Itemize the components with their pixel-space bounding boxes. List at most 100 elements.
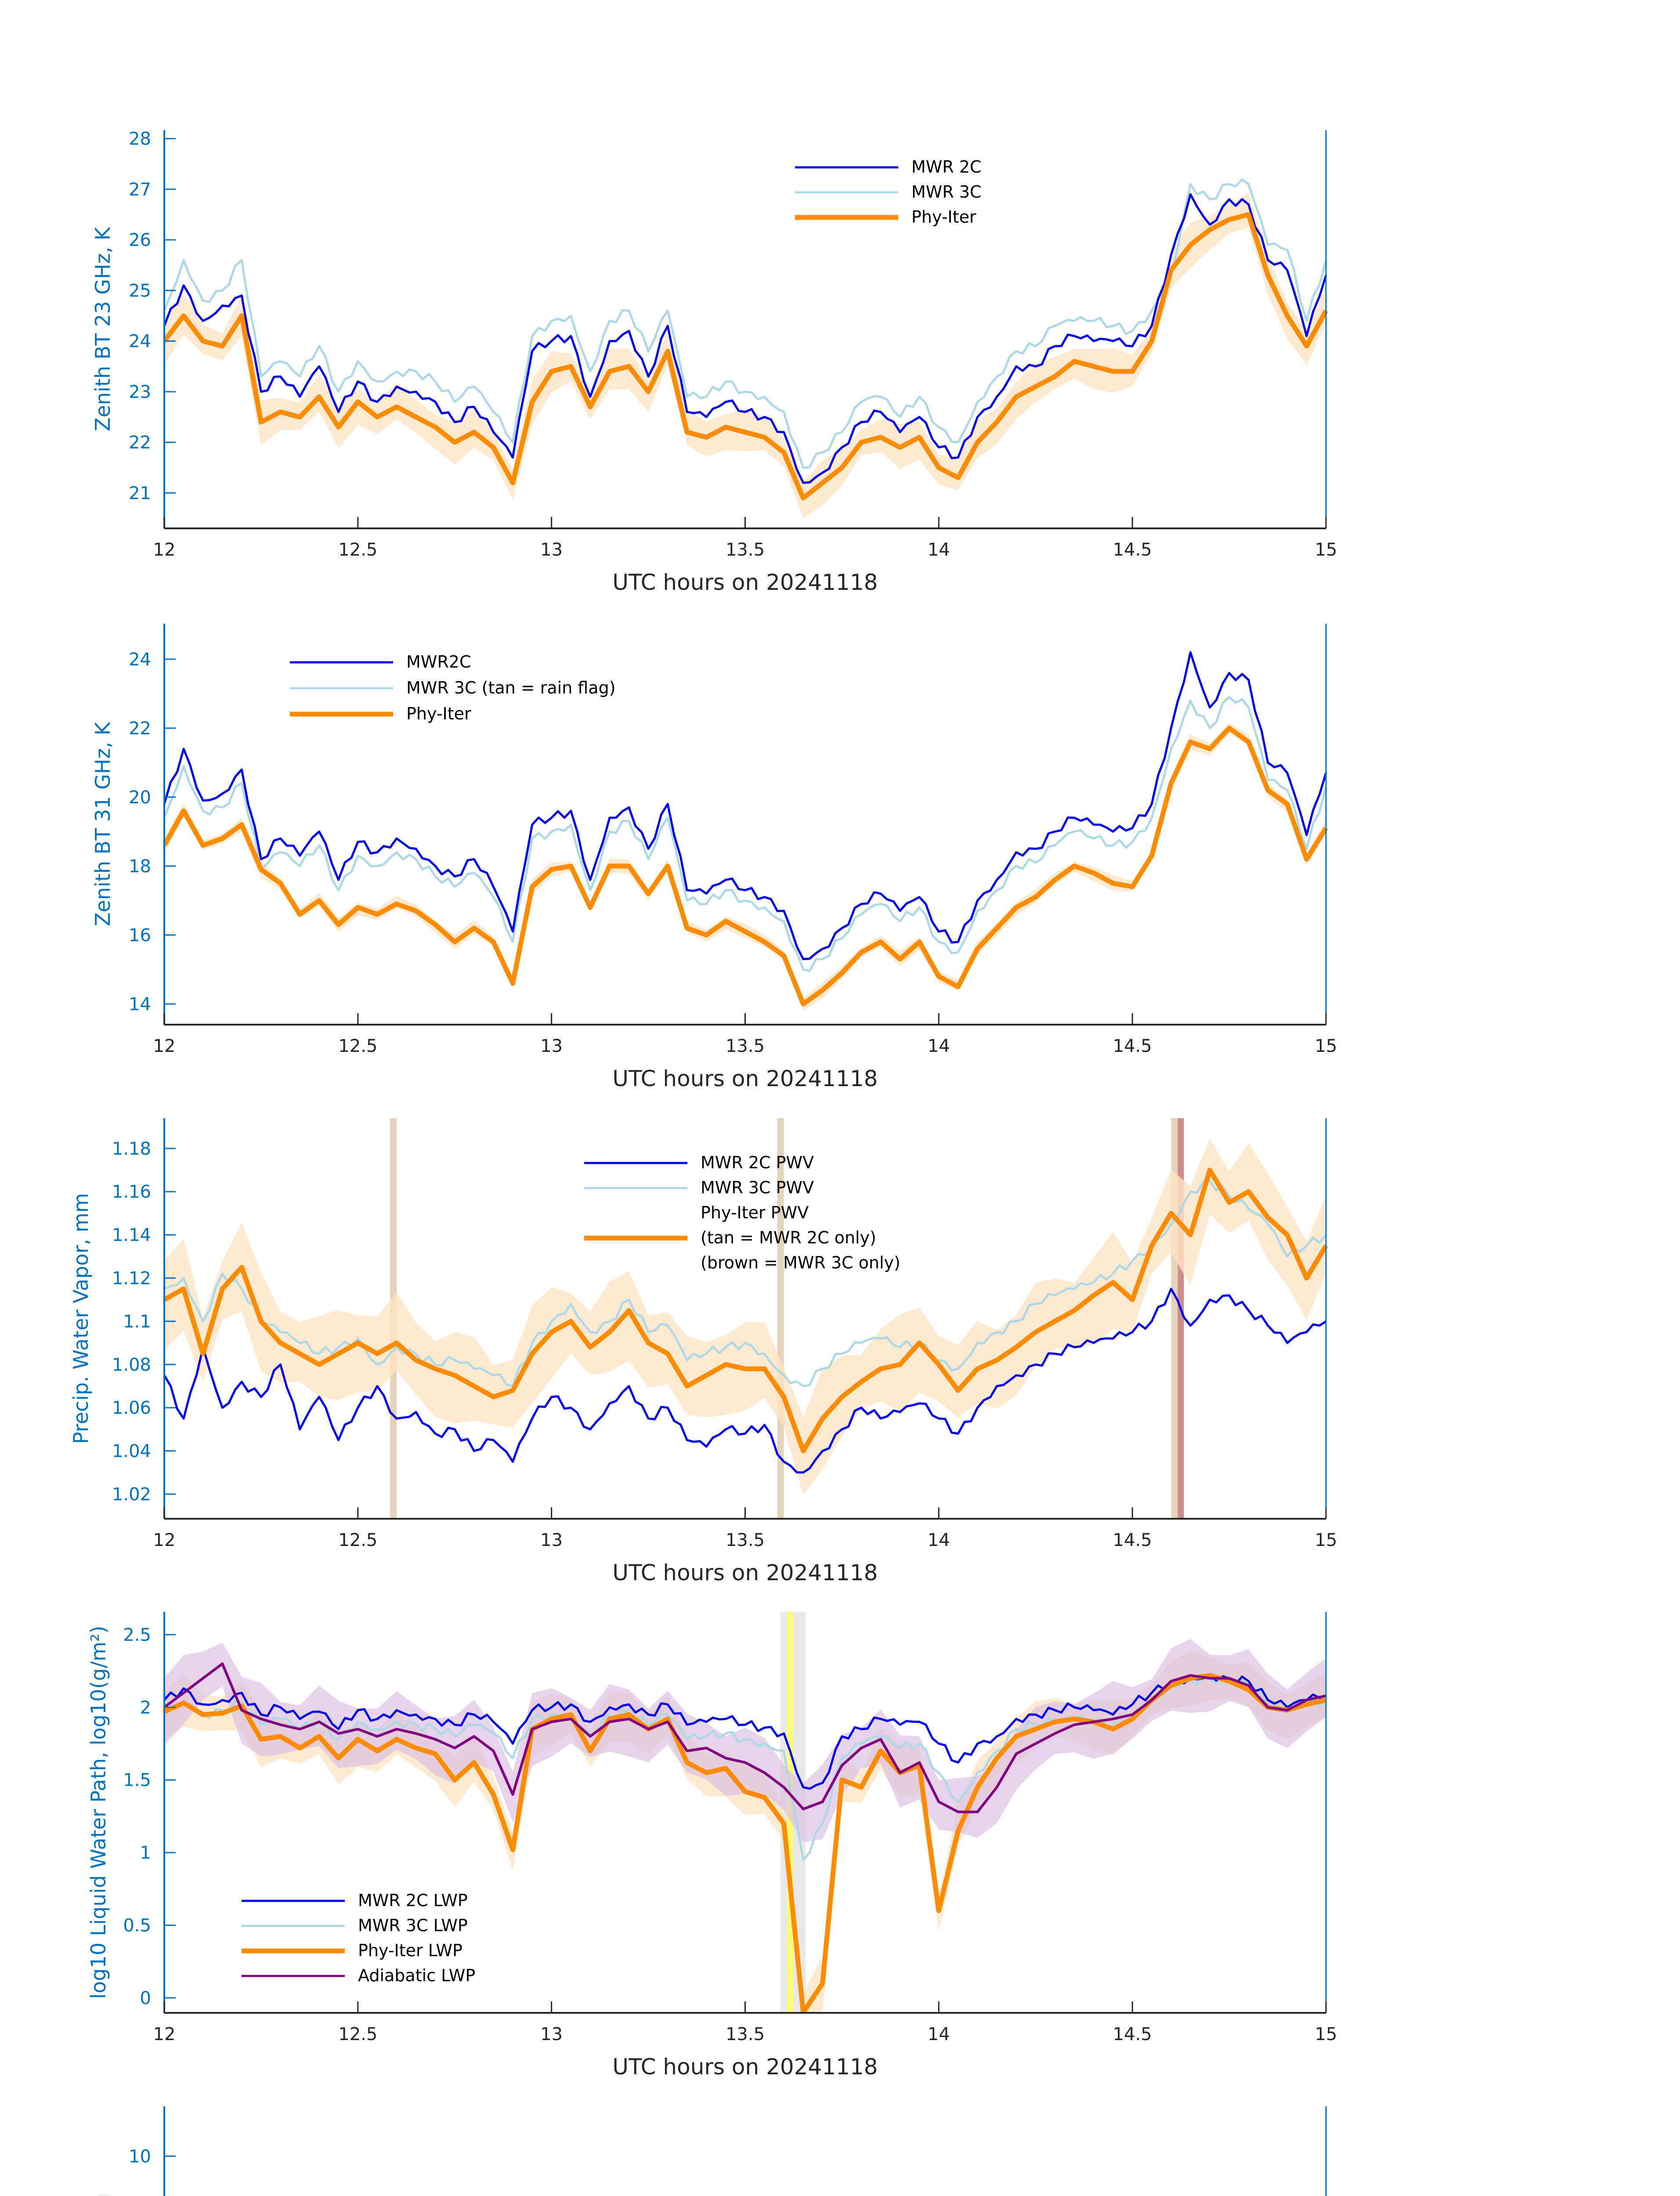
legend-label: MWR2C <box>406 652 471 672</box>
series-line-phy-iter <box>164 1673 1327 2013</box>
y-tick-label: 27 <box>129 180 151 200</box>
x-tick-label: 12.5 <box>338 1036 377 1056</box>
panel-bt31: 12 12.5 13 13.5 14 14.5 15 14 16 18 20 22 24 UTC hour… <box>91 624 1337 1091</box>
series-line-phy-iter <box>164 212 1328 501</box>
legend-label: (tan = MWR 2C only) <box>701 1228 876 1247</box>
x-tick-label: 13.5 <box>726 2024 765 2044</box>
y-axis-title: log10 Liquid Water Path, log10(g/m²) <box>87 1625 110 1999</box>
x-tick-label: 14.5 <box>1113 1036 1152 1056</box>
legend-label: MWR 3C PWV <box>701 1178 814 1197</box>
x-tick-label: 12.5 <box>338 1530 377 1550</box>
series-line-phy-iter <box>164 726 1328 1007</box>
x-tick-label: 13.5 <box>726 540 765 560</box>
x-tick-label: 14.5 <box>1113 2024 1152 2044</box>
series-line-mwr2c <box>164 193 1327 484</box>
x-tick-label: 12 <box>153 1036 176 1056</box>
panel-pwv: 12 12.5 13 13.5 14 14.5 15 1.02 1.04 1.06 1.08 1.1 1… <box>69 1118 1337 1586</box>
plot-area <box>164 1118 1328 1519</box>
y-tick-label: 1.1 <box>123 1311 151 1332</box>
x-tick-label: 13.5 <box>726 1036 765 1056</box>
x-tick-label: 13 <box>540 540 563 560</box>
y-tick-label: 0 <box>140 1988 151 2008</box>
plot-area <box>164 178 1328 518</box>
x-axis-title: UTC hours on 20241118 <box>612 2054 878 2080</box>
y-tick-label: 1 <box>140 1843 151 1863</box>
x-tick-label: 12 <box>153 540 176 560</box>
series-line-mwr3c <box>164 178 1327 469</box>
y-tick-label: 1.16 <box>112 1182 151 1202</box>
legend-label: MWR 3C LWP <box>358 1916 468 1935</box>
legend-label: Phy-Iter PWV <box>701 1203 809 1222</box>
y-axis-title: Zenith BT 23 GHz, K <box>91 226 115 431</box>
x-axis-title: UTC hours on 20241118 <box>612 570 878 595</box>
uncertainty-band-adiabatic-band <box>164 1639 1326 1842</box>
y-tick-label: 22 <box>129 433 151 453</box>
y-axis-title: Zenith BT 31 GHz, K <box>91 721 115 926</box>
x-tick-label: 15 <box>1315 540 1337 560</box>
y-tick-label: 18 <box>129 856 151 877</box>
legend-label: Phy-Iter <box>911 207 976 227</box>
series-line-phy-iter <box>164 1167 1328 1453</box>
y-tick-label: 1.06 <box>112 1398 151 1418</box>
y-tick-label: 25 <box>129 281 151 301</box>
y-tick-label: 1.18 <box>112 1139 151 1159</box>
x-tick-label: 13 <box>540 1530 563 1550</box>
legend-label: MWR 3C (tan = rain flag) <box>406 678 616 697</box>
legend: MWR 2C PWV MWR 3C PWV Phy-Iter PWV (tan = M… <box>584 1153 900 1272</box>
y-tick-label: 1.04 <box>112 1441 151 1462</box>
y-tick-label: 1.08 <box>112 1355 151 1375</box>
legend-label: MWR 2C <box>911 157 982 177</box>
x-tick-label: 15 <box>1315 1530 1337 1550</box>
x-tick-label: 14.5 <box>1113 540 1152 560</box>
x-tick-label: 12 <box>153 2024 176 2044</box>
x-tick-label: 13 <box>540 2024 563 2044</box>
x-tick-label: 12 <box>153 1530 176 1550</box>
uncertainty-band-phy-iter_band <box>164 192 1326 518</box>
x-tick-label: 14.5 <box>1113 1530 1152 1550</box>
y-tick-label: 23 <box>129 382 151 402</box>
legend: MWR2C MWR 3C (tan = rain flag) Phy-Iter <box>290 652 616 723</box>
series-line-mwr3c <box>164 696 1327 972</box>
y-tick-label: 0.5 <box>123 1916 151 1936</box>
legend-label: Adiabatic LWP <box>358 1966 475 1985</box>
x-tick-label: 14 <box>928 540 950 560</box>
uncertainty-band-phy-iter_band <box>164 1138 1326 1495</box>
x-tick-label: 15 <box>1315 1036 1337 1056</box>
x-tick-label: 13 <box>540 1036 563 1056</box>
x-tick-label: 12.5 <box>338 540 377 560</box>
y-tick-label: 1.5 <box>123 1770 151 1791</box>
y-tick-label: 24 <box>129 332 151 352</box>
x-axis-title: UTC hours on 20241118 <box>612 1560 878 1586</box>
panel-lwp: 12 12.5 13 13.5 14 14.5 15 0 0.5 1 1.5 2 2.5 UTC hour… <box>87 1612 1337 2080</box>
y-tick-label: 2 <box>140 1698 151 1718</box>
legend-label: MWR 3C <box>911 182 982 202</box>
series-line-mwr3c <box>164 1180 1327 1387</box>
series-line-mwr2c <box>164 1674 1326 1790</box>
y-tick-label: 28 <box>129 129 151 149</box>
y-tick-label: 14 <box>129 994 151 1015</box>
plot-area <box>164 1612 1327 2013</box>
y-axis-title: MWR Phy Iter DQ Flag <box>91 2194 115 2196</box>
y-tick-label: 10 <box>129 2146 151 2167</box>
x-tick-label: 13.5 <box>726 1530 765 1550</box>
y-tick-label: 22 <box>129 719 151 739</box>
y-tick-label: 16 <box>129 925 151 946</box>
x-tick-label: 15 <box>1315 2024 1337 2044</box>
legend-label: (brown = MWR 3C only) <box>701 1253 900 1272</box>
series-line-mwr2c <box>164 1288 1327 1474</box>
plot-area <box>164 651 1328 1011</box>
x-tick-label: 14 <box>928 1036 950 1056</box>
x-tick-label: 12.5 <box>338 2024 377 2044</box>
legend-label: MWR 2C LWP <box>358 1891 468 1910</box>
x-axis-title: UTC hours on 20241118 <box>612 1066 878 1091</box>
y-tick-label: 24 <box>129 650 151 670</box>
y-axis-title: Precip. Water Vapor, mm <box>69 1193 93 1444</box>
legend-label: MWR 2C PWV <box>701 1153 814 1172</box>
panel-bt23: 12 12.5 13 13.5 14 14.5 15 21 22 23 24 25 26 27 28 UTC … <box>91 129 1337 595</box>
series-line-mwr2c <box>164 651 1327 961</box>
legend-label: Phy-Iter LWP <box>358 1941 462 1960</box>
y-tick-label: 1.02 <box>112 1484 151 1505</box>
y-tick-label: 21 <box>129 483 151 503</box>
